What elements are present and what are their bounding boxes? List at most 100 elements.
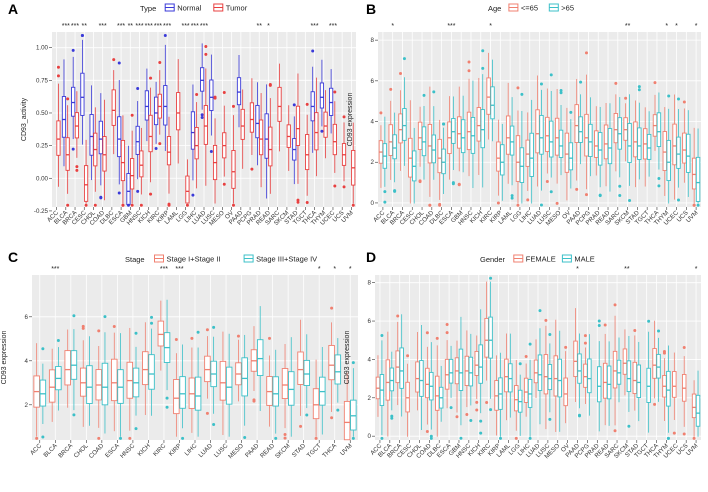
outlier-point — [696, 203, 700, 207]
outlier-point — [149, 192, 153, 196]
box-a-thym-1 — [323, 90, 328, 159]
x-tick-label: LUAD — [197, 442, 214, 459]
box-c-tgct-0 — [312, 359, 320, 440]
x-tick-label: TGCT — [306, 442, 323, 459]
box-body — [176, 92, 181, 131]
box-body — [219, 360, 227, 401]
box-body — [425, 367, 430, 399]
significance-label: *** — [51, 266, 59, 273]
outlier-point — [544, 318, 548, 322]
box-b-prad-1 — [597, 106, 603, 198]
box-body — [636, 364, 641, 398]
box-b-hnsc-0 — [466, 60, 472, 177]
box-a-chol-1 — [93, 107, 98, 207]
box-b-pcpg-0 — [584, 51, 589, 197]
outlier-point — [438, 203, 442, 207]
box-c-chol-0 — [79, 324, 87, 427]
box-d-kirc-1 — [488, 276, 493, 412]
outlier-point — [498, 436, 502, 440]
box-body — [117, 369, 124, 404]
box-body — [323, 111, 328, 138]
box-body — [435, 375, 440, 411]
outlier-point — [97, 436, 101, 440]
box-a-esca-1 — [120, 115, 126, 207]
box-body — [613, 113, 619, 144]
box-body — [612, 350, 618, 389]
outlier-point — [380, 436, 384, 440]
outlier-point — [56, 338, 60, 342]
outlier-point — [559, 91, 563, 95]
box-a-thca-0 — [310, 49, 315, 153]
outlier-point — [539, 82, 543, 86]
outlier-point — [165, 396, 169, 400]
box-b-thca-1 — [656, 92, 662, 188]
box-c-esca-0 — [111, 324, 118, 432]
significance-label: *** — [71, 23, 79, 30]
y-tick-label: 0.00 — [36, 175, 49, 182]
outlier-point — [66, 97, 70, 101]
box-body — [288, 371, 295, 406]
y-tick-label: 6 — [25, 314, 29, 321]
box-body — [190, 111, 196, 150]
box-body — [535, 109, 540, 154]
outlier-point — [121, 203, 125, 207]
outlier-point — [435, 336, 439, 340]
outlier-point — [489, 408, 493, 412]
legend-label-0: Normal — [177, 4, 202, 13]
box-a-brca-0 — [71, 48, 76, 151]
outlier-point — [336, 408, 340, 412]
box-body — [102, 136, 107, 172]
box-body — [120, 139, 126, 182]
outlier-point — [72, 314, 76, 318]
box-a-read-1 — [268, 83, 273, 194]
outlier-point — [676, 97, 680, 101]
box-d-skcm-1 — [626, 335, 632, 428]
box-body — [130, 158, 135, 190]
box-body — [484, 317, 489, 358]
box-a-dlbc-1 — [111, 58, 116, 155]
box-body — [607, 128, 613, 165]
box-d-tgct-1 — [646, 319, 651, 433]
box-b-ov-1 — [568, 110, 574, 189]
box-c-hnsc-1 — [132, 331, 140, 431]
outlier-point — [618, 194, 622, 198]
box-body — [264, 113, 269, 159]
box-body — [568, 142, 574, 171]
outlier-point — [579, 80, 583, 84]
box-body — [417, 121, 423, 151]
x-tick-label: STAD — [291, 442, 308, 459]
box-b-cesc-1 — [412, 127, 417, 204]
box-body — [488, 316, 493, 359]
box-body — [508, 363, 513, 393]
outlier-point — [429, 436, 433, 440]
outlier-point — [80, 34, 84, 37]
box-body — [468, 356, 474, 387]
box-body — [236, 77, 242, 106]
outlier-point — [613, 429, 617, 433]
box-body — [314, 112, 319, 151]
box-body — [597, 132, 603, 166]
box-b-lihc-1 — [529, 99, 534, 204]
legend-label-1: >65 — [561, 4, 574, 13]
box-body — [500, 144, 505, 176]
box-body — [89, 114, 94, 156]
box-body — [295, 105, 301, 146]
box-body — [48, 369, 56, 403]
significance-label: * — [675, 23, 678, 30]
box-body — [504, 358, 509, 393]
legend-title: Type — [140, 4, 156, 13]
box-body — [305, 134, 310, 171]
box-body — [148, 114, 153, 153]
box-c-lusc-1 — [225, 333, 233, 437]
box-c-skcm-0 — [281, 343, 289, 440]
outlier-point — [457, 183, 461, 187]
x-tick-label: LIHC — [183, 442, 198, 457]
box-body — [56, 120, 61, 156]
box-body — [111, 89, 116, 126]
box-a-luad-1 — [203, 45, 208, 186]
outlier-point — [653, 81, 657, 85]
box-body — [319, 82, 325, 109]
box-c-read-1 — [272, 349, 279, 440]
outlier-point — [149, 76, 153, 80]
outlier-point — [205, 328, 209, 332]
